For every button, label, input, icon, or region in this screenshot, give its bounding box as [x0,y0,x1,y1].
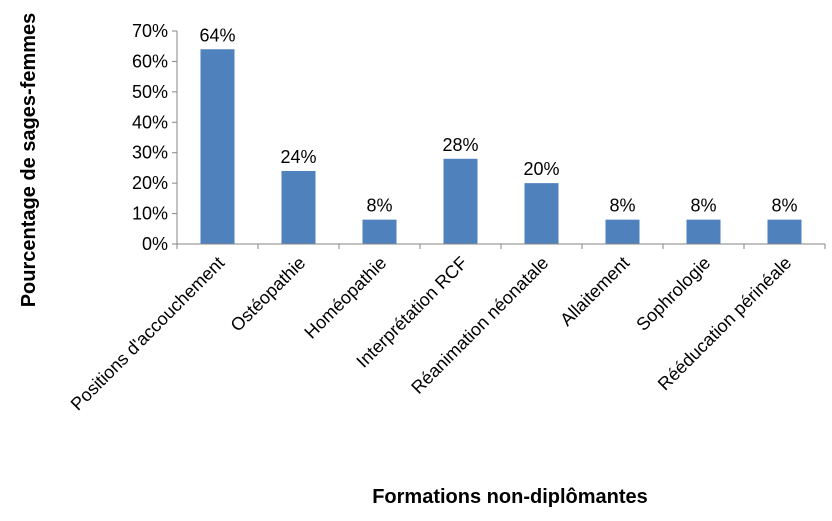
y-tick-label: 10% [132,204,168,224]
y-axis: 0% 10% 20% 30% 40% 50% 60% 70% [132,21,178,254]
bar [605,219,640,244]
y-tick-label: 20% [132,173,168,193]
y-tick-label: 40% [132,112,168,132]
y-tick-label: 60% [132,51,168,71]
x-tick-label: Ostéopathie [227,253,310,336]
bar [686,219,721,244]
data-label: 20% [523,159,559,179]
data-label: 64% [199,25,235,45]
data-label: 28% [442,135,478,155]
y-tick-label: 0% [142,234,168,254]
bar [524,183,559,244]
bar [281,170,316,244]
data-label: 8% [690,196,716,216]
data-label: 8% [609,196,635,216]
x-tick-label: Rééducation périnéale [654,253,796,395]
x-tick-label: Sophrologie [632,253,714,335]
x-axis-title: Formations non-diplômantes [372,486,648,508]
y-tick-label: 70% [132,21,168,41]
bar [767,219,802,244]
x-tick-label: Homéopathie [300,253,390,343]
y-tick-label: 50% [132,82,168,102]
x-axis: Positions d'accouchementOstéopathieHoméo… [67,243,826,415]
data-label: 24% [280,147,316,167]
bar [443,158,478,244]
y-tick-label: 30% [132,143,168,163]
bar [200,49,235,244]
y-axis-title: Pourcentage de sages-femmes [18,13,40,308]
x-tick-label: Allaitement [556,253,633,330]
x-tick-label: Réanimation néonatale [407,253,552,398]
x-tick-label: Positions d'accouchement [67,253,229,415]
data-label: 8% [771,196,797,216]
data-label: 8% [366,196,392,216]
bar [362,219,397,244]
data-labels: 64% 24% 8% 28% 20% 8% 8% 8% [199,25,797,215]
bars [200,49,802,244]
